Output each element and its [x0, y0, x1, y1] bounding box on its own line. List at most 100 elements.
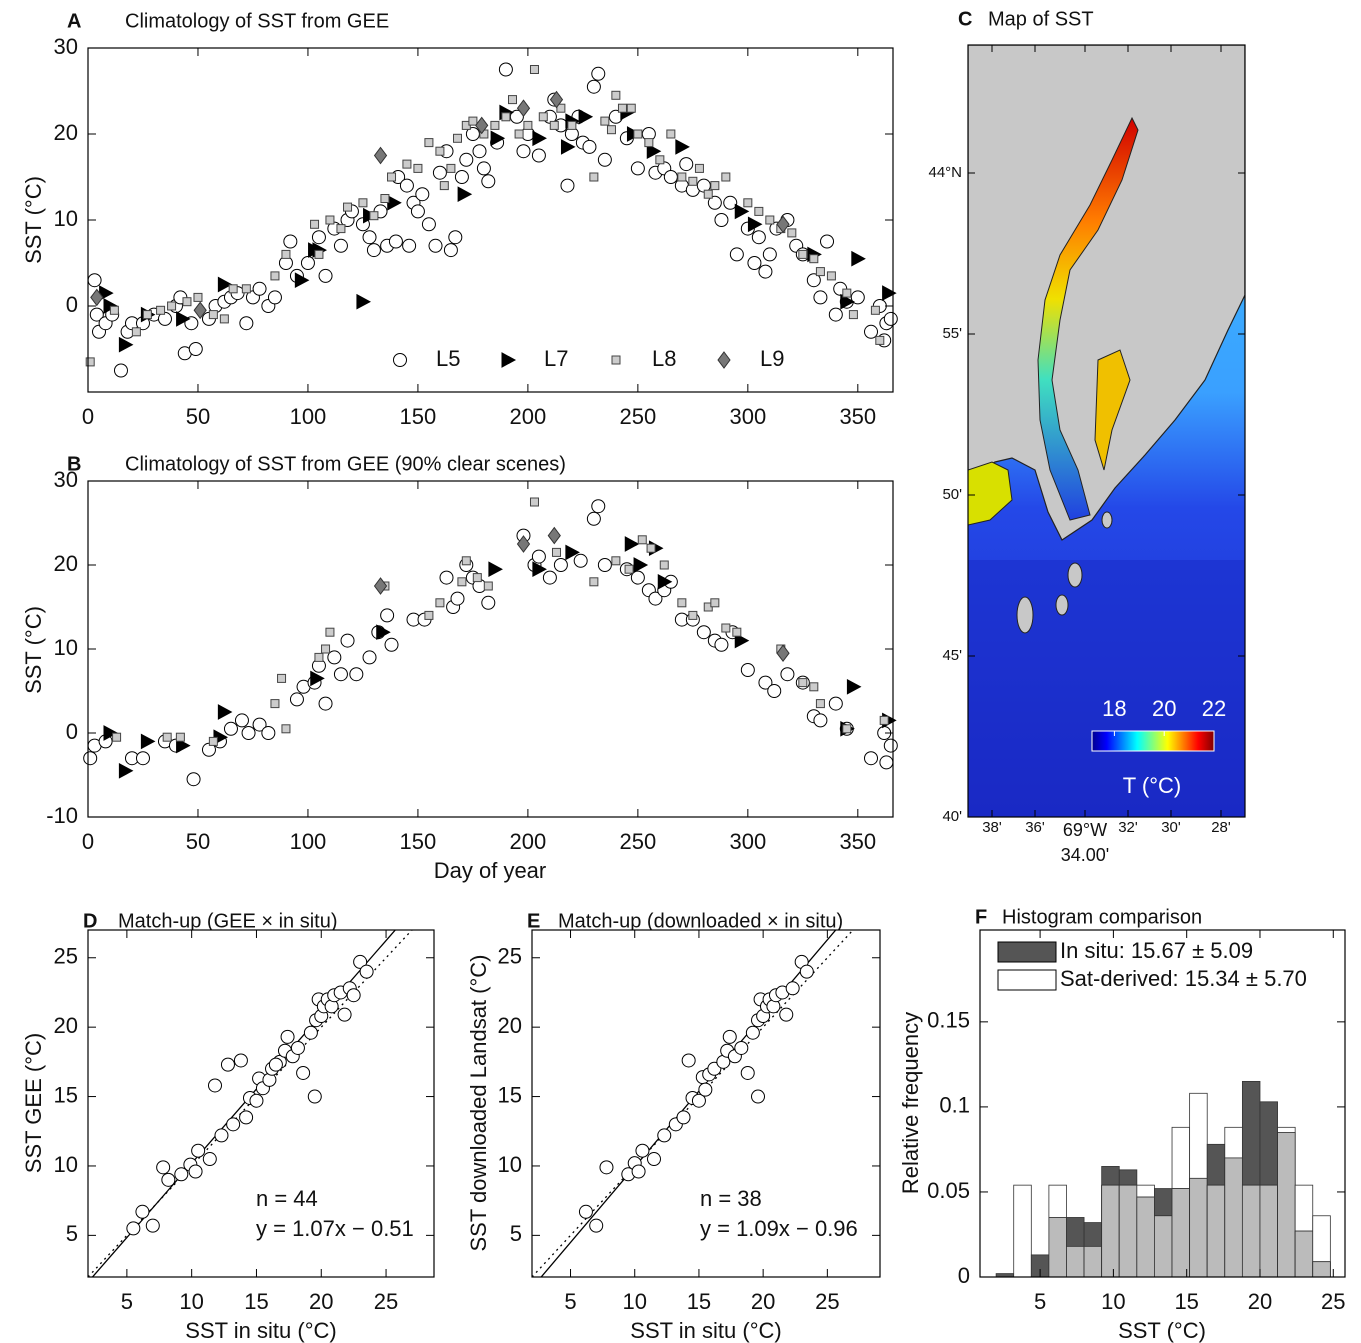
point — [145, 1218, 160, 1233]
point — [842, 288, 852, 298]
x-tick-label: 25 — [1321, 1289, 1345, 1314]
colorbar-tick-label: 18 — [1102, 696, 1126, 721]
point — [421, 217, 436, 232]
panel-title: Climatology of SST from GEE (90% clear s… — [125, 453, 566, 475]
point — [443, 243, 458, 258]
point — [698, 1082, 713, 1097]
point — [208, 736, 218, 746]
point — [815, 267, 825, 277]
legend-swatch — [997, 941, 1057, 963]
point — [233, 1053, 248, 1068]
point — [252, 281, 267, 296]
point — [261, 726, 276, 740]
point — [523, 120, 533, 130]
point — [228, 284, 238, 294]
x-tick-label: 300 — [729, 404, 766, 429]
legend-label: L7 — [544, 346, 568, 371]
point — [413, 163, 423, 173]
bar-overlap — [1241, 1184, 1261, 1278]
point — [714, 637, 729, 652]
point — [626, 103, 636, 113]
map-lon-label: 32' — [1118, 819, 1138, 836]
point — [675, 139, 690, 155]
point — [694, 163, 704, 173]
panel-title: Match-up (downloaded × in situ) — [558, 910, 843, 932]
point — [637, 535, 647, 545]
point — [366, 243, 381, 258]
bar-overlap — [1048, 1217, 1067, 1278]
point — [435, 598, 445, 608]
point — [353, 954, 368, 969]
y-axis-label: SST (°C) — [21, 606, 46, 694]
map-lon-label: 36' — [1025, 819, 1045, 836]
bar-overlap — [1224, 1157, 1243, 1278]
point — [314, 249, 324, 259]
point — [611, 556, 621, 566]
point — [630, 161, 645, 176]
point — [281, 724, 291, 734]
point — [646, 1152, 661, 1167]
point — [597, 558, 612, 572]
point — [380, 608, 395, 623]
point — [388, 234, 403, 249]
x-tick-label: 150 — [400, 829, 437, 854]
x-tick-label: 15 — [244, 1289, 268, 1314]
point — [879, 755, 894, 770]
point — [617, 103, 627, 113]
point — [459, 152, 474, 167]
point — [560, 139, 576, 155]
point — [765, 215, 775, 225]
point — [270, 699, 280, 709]
point — [454, 170, 469, 184]
point — [516, 144, 531, 159]
point — [415, 187, 430, 202]
point — [560, 178, 575, 193]
x-tick-label: 350 — [839, 829, 876, 854]
point — [472, 144, 487, 159]
y-tick-label: 10 — [498, 1152, 522, 1177]
point — [337, 1007, 352, 1022]
colorbar-tick-label: 22 — [1202, 696, 1226, 721]
point — [202, 1152, 217, 1167]
point — [599, 1160, 614, 1175]
y-tick-label: 15 — [54, 1082, 78, 1107]
panel-letter: C — [958, 8, 972, 30]
point — [611, 90, 621, 100]
y-tick-label: 0 — [958, 1263, 970, 1288]
point — [333, 667, 348, 682]
point — [296, 1065, 311, 1080]
x-tick-label: 50 — [186, 404, 210, 429]
point — [806, 273, 821, 288]
point — [126, 1221, 141, 1236]
point — [657, 1128, 672, 1143]
point — [547, 526, 561, 545]
point — [380, 194, 390, 203]
point — [565, 544, 580, 561]
y-tick-label: 5 — [510, 1221, 522, 1246]
legend-label: In situ: 15.67 ± 5.09 — [1060, 938, 1253, 963]
point — [747, 256, 762, 270]
panel-letter: A — [67, 10, 81, 32]
point — [283, 234, 298, 249]
y-tick-label: 20 — [54, 1013, 78, 1038]
map-lon-label: 28' — [1211, 819, 1231, 836]
point — [624, 564, 634, 574]
point — [586, 511, 601, 526]
x-tick-label: 10 — [179, 1289, 203, 1314]
point — [327, 650, 342, 665]
point — [879, 715, 889, 725]
bar-overlap — [1277, 1132, 1296, 1278]
point — [751, 230, 766, 245]
point — [481, 174, 496, 189]
point — [529, 497, 539, 507]
point — [785, 981, 800, 996]
point — [476, 161, 491, 176]
bay — [968, 461, 1013, 526]
point — [428, 238, 443, 253]
point — [864, 324, 879, 339]
legend-swatch — [997, 969, 1057, 991]
legend-label: L8 — [652, 346, 676, 371]
identity-line — [532, 930, 854, 1277]
point — [135, 751, 150, 766]
